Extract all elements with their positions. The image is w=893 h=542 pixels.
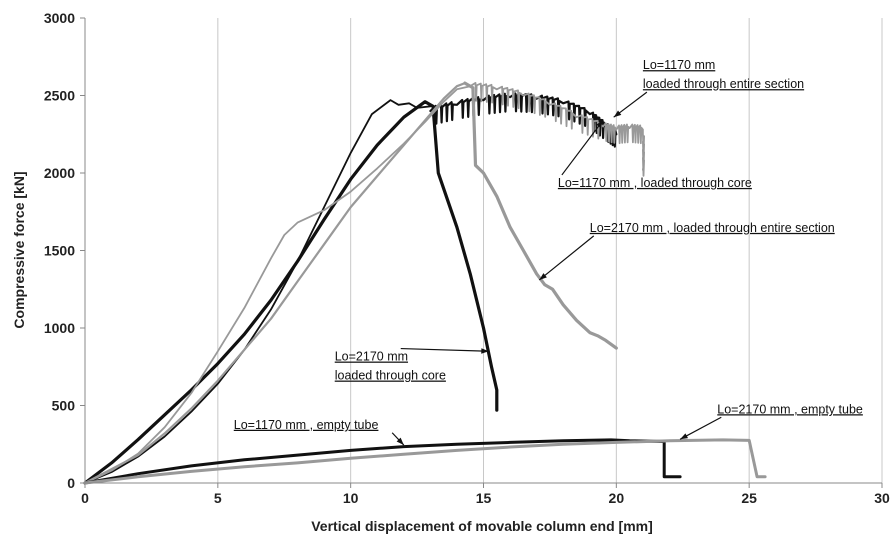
y-tick-label-1500: 1500 bbox=[44, 243, 75, 259]
annotation-leader bbox=[561, 119, 604, 176]
annotation-text: Lo=2170 mm bbox=[335, 350, 408, 364]
y-axis-label: Compressive force [kN] bbox=[11, 171, 27, 328]
axes bbox=[80, 17, 883, 488]
y-tick-label-2000: 2000 bbox=[44, 165, 75, 181]
annotation-text: loaded through entire section bbox=[643, 77, 804, 91]
y-tick-label-0: 0 bbox=[67, 475, 75, 491]
series-line-2 bbox=[84, 99, 432, 484]
annotation-leader bbox=[400, 347, 489, 352]
annotation-text: Lo=1170 mm , empty tube bbox=[234, 418, 379, 432]
annotation-arrowhead bbox=[596, 120, 604, 128]
annotation-text: Lo=1170 mm , loaded through core bbox=[558, 176, 752, 190]
x-tick-label-5: 5 bbox=[214, 490, 222, 506]
series-line-9 bbox=[83, 438, 767, 485]
series-line-4 bbox=[83, 82, 466, 485]
annotation-arrowhead bbox=[539, 273, 547, 280]
annotation-text: loaded through core bbox=[335, 369, 446, 383]
y-tick-label-1000: 1000 bbox=[44, 320, 75, 336]
annotation-arrowhead bbox=[481, 348, 489, 354]
annotation-text: Lo=2170 mm , empty tube bbox=[717, 402, 863, 416]
x-tick-label-30: 30 bbox=[874, 490, 890, 506]
series-line-8 bbox=[83, 438, 682, 485]
annotation-arrowhead bbox=[613, 110, 622, 118]
x-axis-label: Vertical displacement of movable column … bbox=[311, 518, 653, 534]
annotation-arrowhead bbox=[680, 433, 689, 440]
y-tick-label-500: 500 bbox=[52, 398, 76, 414]
annotation-text: Lo=1170 mm bbox=[643, 58, 715, 72]
series-line-6 bbox=[84, 85, 472, 484]
annotation-arrowhead bbox=[396, 437, 404, 446]
annotation-leader bbox=[538, 235, 595, 281]
annotation-5: Lo=1170 mm , empty tube bbox=[234, 418, 405, 446]
x-tick-label-20: 20 bbox=[609, 490, 625, 506]
annotation-text: Lo=2170 mm , loaded through entire secti… bbox=[590, 221, 835, 235]
annotation-1: Lo=1170 mm loaded through entire section bbox=[613, 58, 804, 118]
tick-labels: 0 5 10 15 20 25 30 0 500 1000 1500 2000 2500 3000 bbox=[44, 10, 890, 506]
data-series bbox=[83, 81, 767, 485]
x-tick-label-25: 25 bbox=[741, 490, 757, 506]
series-line-1 bbox=[83, 100, 499, 485]
vertical-gridlines bbox=[217, 18, 883, 483]
x-tick-label-10: 10 bbox=[343, 490, 359, 506]
series-line-7 bbox=[469, 82, 645, 177]
y-tick-label-2500: 2500 bbox=[44, 88, 75, 104]
annotation-2: Lo=1170 mm , loaded through core bbox=[558, 119, 752, 190]
x-tick-label-0: 0 bbox=[81, 490, 89, 506]
y-tick-label-3000: 3000 bbox=[44, 10, 75, 26]
annotation-6: Lo=2170 mm , empty tube bbox=[679, 402, 863, 440]
x-tick-label-15: 15 bbox=[476, 490, 492, 506]
annotation-4: Lo=2170 mm loaded through core bbox=[335, 347, 489, 383]
annotation-3: Lo=2170 mm , loaded through entire secti… bbox=[538, 221, 835, 281]
annotation-leader bbox=[679, 416, 722, 440]
